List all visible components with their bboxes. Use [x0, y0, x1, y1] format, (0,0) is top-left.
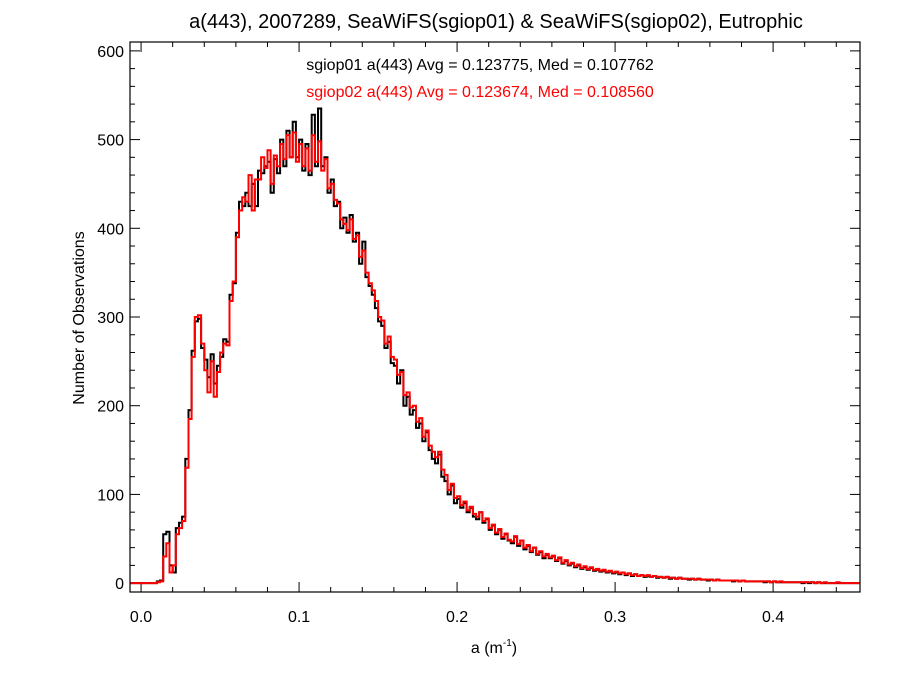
x-tick-label: 0.2 [446, 609, 468, 626]
y-tick-label: 600 [97, 44, 124, 61]
series-2-histogram-line [130, 131, 860, 585]
x-axis-label-close: ) [512, 640, 517, 657]
series-2-stats: sgiop02 a(443) Avg = 0.123674, Med = 0.1… [306, 84, 654, 101]
y-axis-label: Number of Observations [71, 231, 88, 404]
plot-frame [129, 41, 861, 593]
x-tick-label: 0.0 [130, 609, 152, 626]
series-1-histogram-line [130, 107, 860, 585]
series-layer [130, 107, 860, 585]
y-tick-label: 400 [97, 221, 124, 238]
x-axis-label: a (m-1) [471, 638, 517, 657]
y-tick-label: 200 [97, 399, 124, 416]
y-tick-label: 300 [97, 310, 124, 327]
y-tick-label: 0 [115, 576, 124, 593]
x-axis-label-exponent: -1 [503, 638, 512, 649]
series-1-stats: sgiop01 a(443) Avg = 0.123775, Med = 0.1… [306, 57, 654, 74]
x-axis-label-base: a (m [471, 640, 503, 657]
y-tick-label: 500 [97, 133, 124, 150]
axis-ticks: 0.0 0.1 0.2 0.3 0.4 0 100 200 300 400 500 600 [97, 42, 860, 626]
x-tick-label: 0.3 [604, 609, 626, 626]
y-tick-label: 100 [97, 487, 124, 504]
x-tick-label: 0.4 [762, 609, 784, 626]
x-tick-label: 0.1 [288, 609, 310, 626]
chart-title: a(443), 2007289, SeaWiFS(sgiop01) & SeaW… [189, 11, 803, 33]
